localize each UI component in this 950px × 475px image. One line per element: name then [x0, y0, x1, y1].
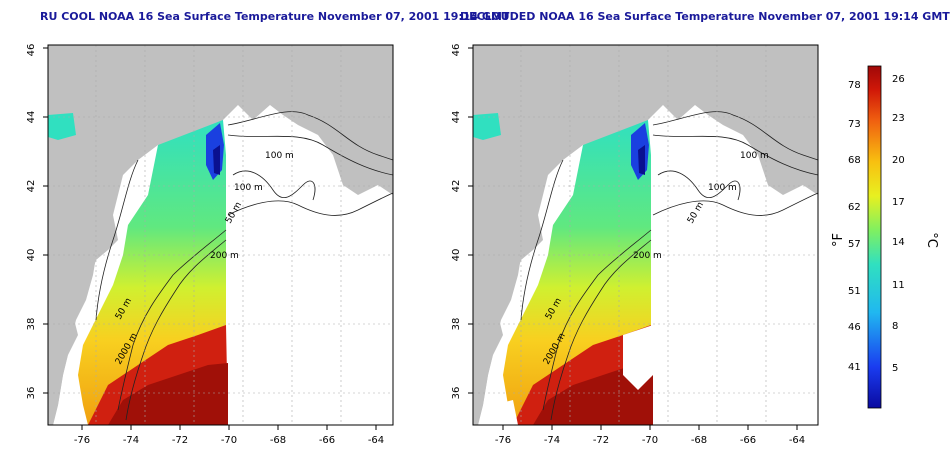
- lon-tick: -68: [270, 435, 286, 446]
- c-tick: 5: [892, 363, 898, 374]
- left-lon-ticks: -76 -74 -72 -70 -68 -66 -64: [74, 435, 384, 446]
- f-tick: 68: [848, 155, 861, 166]
- f-tick: 46: [848, 322, 861, 333]
- c-tick: 23: [892, 113, 905, 124]
- lat-tick: 38: [451, 318, 462, 331]
- c-tick: 8: [892, 321, 898, 332]
- f-tick: 62: [848, 202, 861, 213]
- f-tick: 73: [848, 119, 861, 130]
- f-tick: 78: [848, 80, 861, 91]
- lon-tick: -66: [740, 435, 756, 446]
- contour-label: 100 m: [265, 151, 294, 161]
- lon-tick: -68: [691, 435, 707, 446]
- left-map-panel: [47, 44, 394, 426]
- lat-tick: 38: [26, 318, 37, 331]
- f-tick: 57: [848, 239, 861, 250]
- contour-label: 100 m: [234, 183, 263, 193]
- f-tick: 51: [848, 286, 861, 297]
- contour-label: 100 m: [740, 151, 769, 161]
- lon-tick: -64: [368, 435, 384, 446]
- right-lat-ticks: 36 38 40 42 44 46: [451, 44, 462, 400]
- lat-tick: 42: [26, 180, 37, 193]
- lon-tick: -66: [319, 435, 335, 446]
- left-map-title: RU COOL NOAA 16 Sea Surface Temperature …: [40, 10, 510, 23]
- lat-tick: 46: [26, 44, 37, 57]
- c-tick: 26: [892, 74, 905, 85]
- lon-tick: -70: [221, 435, 237, 446]
- celsius-label: °C: [924, 232, 939, 248]
- colorbar-gradient: [867, 65, 882, 409]
- lon-tick: -70: [642, 435, 658, 446]
- f-tick: 41: [848, 362, 861, 373]
- lat-tick: 36: [26, 387, 37, 400]
- c-tick: 14: [892, 237, 905, 248]
- lon-tick: -72: [172, 435, 188, 446]
- lon-tick: -74: [123, 435, 139, 446]
- lon-tick: -72: [593, 435, 609, 446]
- c-tick: 17: [892, 197, 905, 208]
- lon-tick: -76: [74, 435, 90, 446]
- lon-tick: -74: [544, 435, 560, 446]
- lat-tick: 36: [451, 387, 462, 400]
- lat-tick: 44: [26, 111, 37, 124]
- lat-tick: 44: [451, 111, 462, 124]
- lat-tick: 40: [451, 249, 462, 262]
- contour-label: 200 m: [210, 251, 239, 261]
- lon-tick: -64: [789, 435, 805, 446]
- left-lat-ticks: 36 38 40 42 44 46: [26, 44, 37, 400]
- right-map-title: DECLOUDED NOAA 16 Sea Surface Temperatur…: [460, 10, 950, 23]
- lat-tick: 46: [451, 44, 462, 57]
- lon-tick: -76: [495, 435, 511, 446]
- fahrenheit-label: °F: [831, 233, 846, 247]
- contour-label: 200 m: [633, 251, 662, 261]
- lat-tick: 42: [451, 180, 462, 193]
- c-tick: 20: [892, 155, 905, 166]
- right-lon-ticks: -76 -74 -72 -70 -68 -66 -64: [495, 435, 805, 446]
- contour-label: 100 m: [708, 183, 737, 193]
- colorbar: 78 73 68 62 57 51 46 41 26 23 20 17 14 1…: [831, 65, 939, 409]
- right-map-panel: [472, 44, 819, 426]
- lat-tick: 40: [26, 249, 37, 262]
- c-tick: 11: [892, 280, 905, 291]
